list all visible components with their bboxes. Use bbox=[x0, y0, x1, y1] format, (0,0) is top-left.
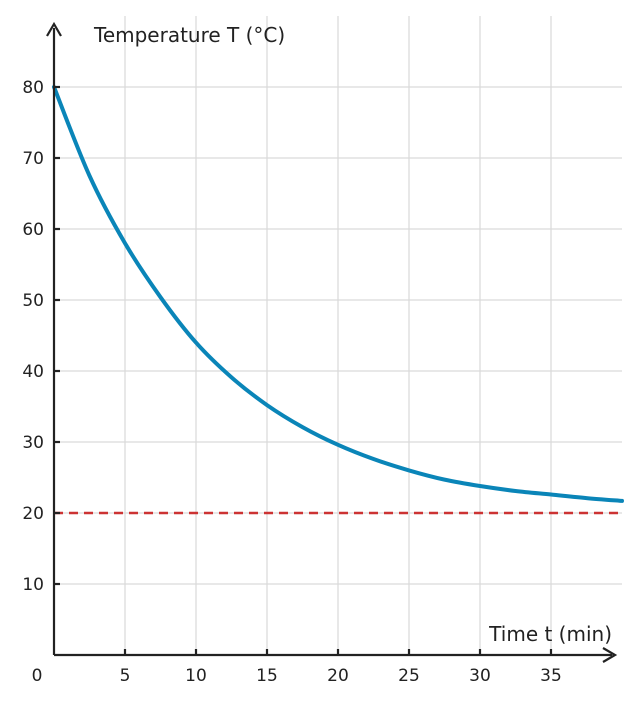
y-tick-label: 50 bbox=[22, 291, 44, 311]
y-tick-label: 70 bbox=[22, 149, 44, 169]
y-tick-label: 30 bbox=[22, 433, 44, 453]
x-tick-label: 15 bbox=[256, 666, 278, 686]
y-tick-label: 60 bbox=[22, 220, 44, 240]
axes bbox=[46, 21, 618, 663]
x-axis-arrow bbox=[602, 647, 618, 663]
y-tick-label: 80 bbox=[22, 78, 44, 98]
origin-label: 0 bbox=[32, 666, 43, 686]
y-axis-title: Temperature T (°C) bbox=[93, 23, 285, 47]
y-tick-label: 40 bbox=[22, 362, 44, 382]
x-tick-label: 5 bbox=[120, 666, 131, 686]
y-tick-label: 10 bbox=[22, 575, 44, 595]
y-tick-label: 20 bbox=[22, 504, 44, 524]
x-axis-title: Time t (min) bbox=[488, 622, 612, 646]
x-tick-label: 10 bbox=[185, 666, 207, 686]
cooling-curve bbox=[52, 85, 624, 503]
tick-labels: 5 10 15 20 25 30 35 10 20 30 40 50 60 70 80 bbox=[22, 78, 561, 686]
series-group bbox=[52, 85, 624, 515]
grid bbox=[54, 16, 622, 655]
x-tick-label: 25 bbox=[398, 666, 420, 686]
x-tick-label: 35 bbox=[540, 666, 562, 686]
x-tick-label: 20 bbox=[327, 666, 349, 686]
x-tick-label: 30 bbox=[469, 666, 491, 686]
y-axis-arrow bbox=[46, 21, 62, 37]
